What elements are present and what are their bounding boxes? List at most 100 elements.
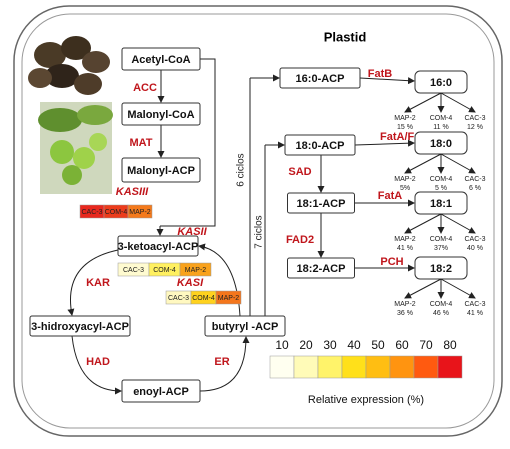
node-box (287, 257, 355, 279)
node-label: enoyl-ACP (133, 386, 189, 398)
arrow (354, 139, 415, 147)
sample-name: COM-4 (430, 236, 453, 243)
legend-tick: 20 (299, 338, 313, 352)
node-box (279, 67, 361, 89)
sample-name: CAC-3 (464, 301, 485, 308)
heatmap-label: CAC-3 (81, 209, 102, 216)
node-label: 16:0-ACP (296, 73, 345, 85)
product-arrow (404, 213, 442, 234)
heatmap-label: COM-4 (105, 209, 128, 216)
sample-name: MAP-2 (394, 115, 416, 122)
product-arrow (404, 92, 442, 113)
heatmap-label: MAP-2 (218, 295, 240, 302)
sample-name: COM-4 (430, 176, 453, 183)
node-box (121, 157, 201, 183)
product-label: 18:0 (430, 138, 452, 150)
heatmap-cell (179, 262, 212, 277)
node-label: 18:0-ACP (296, 140, 345, 152)
product-label: 18:1 (430, 198, 452, 210)
legend-tick: 40 (347, 338, 361, 352)
node-box (121, 47, 201, 71)
heatmap-label: MAP-2 (185, 267, 207, 274)
product-arrow (440, 213, 476, 234)
heatmap-label: COM-4 (192, 295, 215, 302)
legend-cell (389, 355, 415, 379)
product-label: 16:0 (430, 77, 452, 89)
heatmap-label: CAC-3 (123, 267, 144, 274)
sample-value: 11 % (433, 124, 448, 131)
arrow (359, 77, 415, 85)
enzyme-label: ER (214, 356, 229, 368)
node-label: Acetyl-CoA (131, 54, 190, 66)
arrow (198, 243, 241, 317)
node-box (29, 315, 131, 337)
enzyme-label: KASI (177, 277, 204, 289)
enzyme-label: SAD (288, 166, 311, 178)
sample-value: 15 % (397, 124, 413, 131)
node-label: butyryl -ACP (212, 321, 279, 333)
enzyme-label: KASIII (116, 186, 149, 198)
product-arrow (440, 153, 476, 174)
sample-value: 41 % (397, 245, 413, 252)
legend-cell (413, 355, 439, 379)
product-arrow (404, 153, 442, 174)
node-label: 18:2-ACP (297, 263, 346, 275)
node-label: Malonyl-ACP (127, 165, 195, 177)
sample-value: 6 % (469, 185, 481, 192)
legend-title: Relative expression (%) (308, 394, 424, 406)
sample-value: 36 % (397, 310, 413, 317)
arrow (199, 336, 250, 392)
plastid-inner (21, 13, 495, 429)
sample-name: MAP-2 (394, 301, 416, 308)
legend-tick: 30 (323, 338, 337, 352)
enzyme-label: HAD (86, 356, 110, 368)
legend-cell (317, 355, 343, 379)
legend-tick: 10 (275, 338, 289, 352)
heatmap-label: MAP-2 (129, 209, 151, 216)
sample-name: CAC-3 (464, 236, 485, 243)
legend-tick: 50 (371, 338, 385, 352)
connector (160, 58, 216, 227)
product-arrow (404, 278, 442, 299)
enzyme-label: FatA (378, 190, 403, 202)
sample-value: 37% (434, 245, 448, 252)
legend-cell (365, 355, 391, 379)
sample-value: 5% (400, 185, 410, 192)
legend-cell (293, 355, 319, 379)
product-arrow (440, 92, 476, 113)
legend-tick: 80 (443, 338, 457, 352)
node-box (204, 315, 286, 337)
node-label: 3-ketoacyl-ACP (118, 241, 199, 253)
heatmap-label: CAC-3 (168, 295, 189, 302)
sample-name: MAP-2 (394, 236, 416, 243)
enzyme-label: KAR (86, 277, 110, 289)
sample-value: 12 % (467, 124, 483, 131)
enzyme-label: PCH (380, 256, 403, 268)
sample-value: 5 % (435, 185, 447, 192)
enzyme-label: ACC (133, 82, 157, 94)
node-label: 3-hidroxyacyl-ACP (31, 321, 129, 333)
legend-tick: 70 (419, 338, 433, 352)
title: Plastid (324, 29, 367, 44)
sample-value: 41 % (467, 310, 483, 317)
product-arrow (440, 278, 476, 299)
heatmap-cell (215, 290, 242, 305)
node-box (121, 379, 201, 403)
legend-cell (269, 355, 295, 379)
sample-name: CAC-3 (464, 176, 485, 183)
node-box (287, 192, 355, 214)
plastid-outer (13, 5, 503, 437)
cycle-label: 7 ciclos (254, 215, 265, 248)
sample-name: CAC-3 (464, 115, 485, 122)
arrow (71, 335, 122, 395)
fruit-photo (38, 102, 113, 194)
seed-photo (28, 36, 110, 95)
sample-value: 46 % (433, 310, 449, 317)
enzyme-label: MAT (129, 137, 152, 149)
legend-cell (437, 355, 463, 379)
node-label: 18:1-ACP (297, 198, 346, 210)
node-box (284, 134, 356, 156)
product-label: 18:2 (430, 263, 452, 275)
sample-name: COM-4 (430, 115, 453, 122)
